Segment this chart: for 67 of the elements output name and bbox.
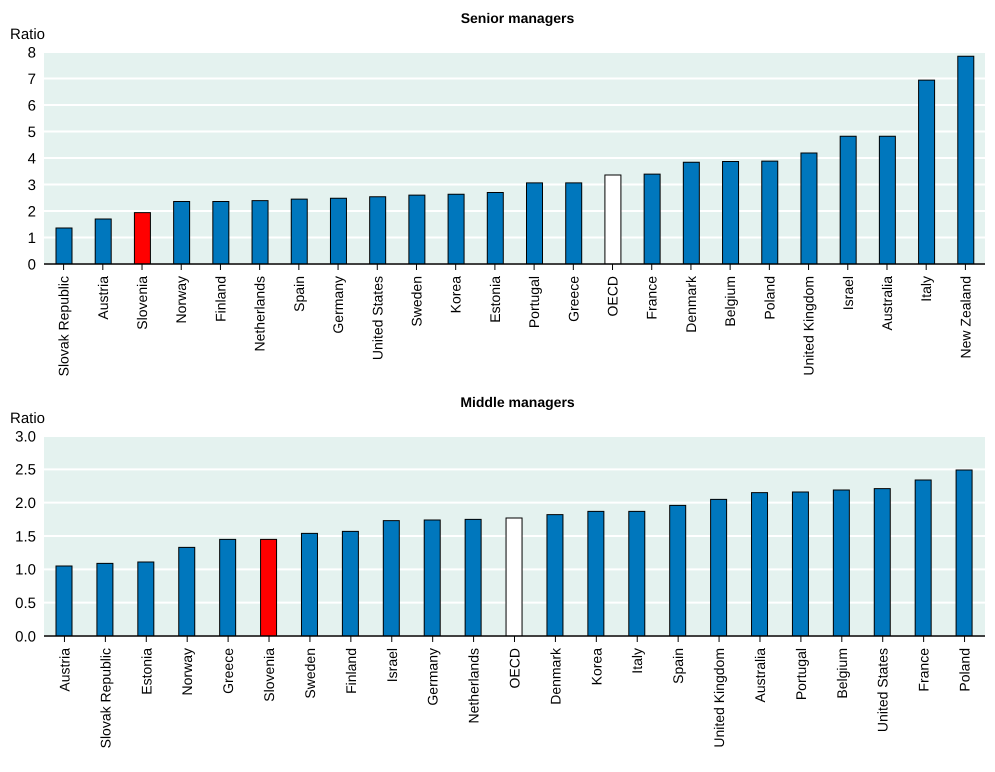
x-tick-label: Italy <box>629 648 646 674</box>
x-tick-label: Belgium <box>722 276 738 327</box>
x-tick-label: France <box>916 648 932 692</box>
y-tick-label: 6 <box>28 97 36 114</box>
y-tick-label: 3 <box>28 176 36 194</box>
x-tick-label: United Kingdom <box>800 276 817 376</box>
x-tick-label: Australia <box>878 276 895 330</box>
chart-title: Middle managers <box>460 394 575 410</box>
x-tick-label: Greece <box>220 648 236 694</box>
y-tick-label: 0.5 <box>15 594 36 612</box>
x-tick-label: Australia <box>752 648 768 702</box>
x-tick-label: Poland <box>956 648 973 692</box>
x-tick-label: Netherlands <box>466 648 482 724</box>
x-tick-label: Finland <box>342 648 359 694</box>
x-tick-label: Norway <box>173 276 190 324</box>
y-tick-label: 1 <box>28 230 36 247</box>
chart-title: Senior managers <box>460 10 574 26</box>
x-tick-label: Slovenia <box>261 648 278 702</box>
x-tick-label: Netherlands <box>252 276 268 352</box>
x-tick-label: Spain <box>670 648 686 684</box>
x-tick-label: Estonia <box>486 276 503 323</box>
x-tick-label: Germany <box>330 276 346 334</box>
y-axis-title: Ratio <box>9 26 46 43</box>
y-tick-label: 4 <box>28 150 36 168</box>
x-tick-label: United Kingdom <box>711 648 728 748</box>
x-tick-label: Germany <box>424 648 441 706</box>
x-tick-label: United States <box>369 276 386 360</box>
y-tick-label: 0.0 <box>15 628 36 646</box>
y-tick-label: 3.0 <box>15 428 36 446</box>
x-tick-label: Israel <box>840 276 856 310</box>
x-tick-label: Estonia <box>138 648 154 695</box>
x-tick-label: Slovak Republic <box>97 648 114 748</box>
x-tick-label: Austria <box>56 648 72 692</box>
y-tick-label: 1.5 <box>15 528 36 546</box>
x-tick-label: New Zealand <box>957 276 974 358</box>
x-tick-label: Spain <box>290 276 307 312</box>
x-tick-label: Portugal <box>526 276 542 328</box>
x-tick-label: Korea <box>448 276 464 314</box>
y-tick-label: 0 <box>28 256 36 274</box>
x-tick-label: Denmark <box>682 275 699 333</box>
x-tick-label: Portugal <box>792 648 809 700</box>
y-tick-label: 2.5 <box>15 462 36 479</box>
x-tick-label: Slovak Republic <box>56 276 72 376</box>
x-tick-label: Greece <box>565 276 582 322</box>
x-tick-label: United States <box>874 648 891 732</box>
x-tick-label: Sweden <box>408 276 424 327</box>
x-tick-label: France <box>644 276 660 320</box>
y-tick-label: 7 <box>28 70 36 88</box>
x-tick-label: Denmark <box>547 647 564 705</box>
x-tick-label: Italy <box>918 276 934 302</box>
x-tick-label: Korea <box>588 648 604 686</box>
x-tick-label: Finland <box>212 276 228 322</box>
y-tick-label: 5 <box>28 124 36 141</box>
x-tick-label: Sweden <box>302 648 318 699</box>
x-tick-label: Austria <box>94 276 111 320</box>
x-tick-label: Belgium <box>834 648 850 699</box>
y-tick-label: 2 <box>28 203 36 220</box>
x-tick-label: Norway <box>179 648 196 696</box>
x-tick-label: Israel <box>384 648 400 682</box>
x-tick-label: OECD <box>506 648 522 688</box>
y-tick-label: 1.0 <box>15 562 36 579</box>
x-tick-label: Slovenia <box>134 276 150 330</box>
x-tick-label: Poland <box>761 276 778 320</box>
x-tick-label: OECD <box>604 276 621 316</box>
y-tick-label: 8 <box>28 44 36 62</box>
y-tick-label: 2.0 <box>15 494 36 512</box>
y-axis-title: Ratio <box>9 410 46 427</box>
